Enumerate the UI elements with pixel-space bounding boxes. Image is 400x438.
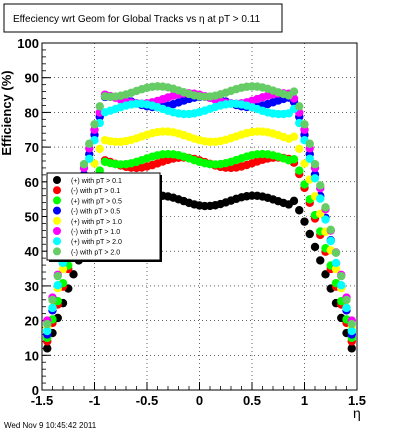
data-point xyxy=(305,229,314,239)
data-point xyxy=(347,344,356,353)
y-tick-label: 100 xyxy=(17,36,39,51)
legend-marker xyxy=(53,216,61,225)
data-point xyxy=(321,270,330,279)
data-point xyxy=(321,203,330,212)
data-point xyxy=(305,139,314,148)
data-point xyxy=(95,144,104,153)
y-tick-label: 80 xyxy=(25,105,39,120)
data-point xyxy=(43,344,52,353)
x-axis-label: η xyxy=(353,405,361,421)
data-point xyxy=(331,248,341,257)
data-point xyxy=(326,225,335,235)
legend-entry-label: (+) with pT > 0.1 xyxy=(71,178,122,185)
data-point xyxy=(295,206,304,215)
chart-title: Effeciency wrt Geom for Global Tracks vs… xyxy=(13,14,260,25)
data-point xyxy=(310,174,320,183)
y-axis-label: Efficiency (%) xyxy=(0,70,14,155)
legend-entry-label: (+) with pT > 0.5 xyxy=(71,198,122,205)
data-point xyxy=(53,281,62,290)
legend-entry-label: (-) with pT > 1.0 xyxy=(71,229,120,236)
data-point xyxy=(289,87,299,96)
legend-box xyxy=(46,172,161,261)
y-tick-label: 50 xyxy=(25,210,39,225)
data-point xyxy=(342,303,351,313)
footer-timestamp: Wed Nov 9 10:45:42 2011 xyxy=(4,421,97,430)
data-point xyxy=(43,319,52,329)
data-point xyxy=(331,264,341,274)
legend-entry-label: (+) with pT > 2.0 xyxy=(71,239,122,246)
data-point xyxy=(337,281,346,290)
legend-marker xyxy=(53,176,61,184)
data-point xyxy=(300,217,309,226)
x-tick-label: 0 xyxy=(196,393,203,408)
data-point xyxy=(295,166,304,175)
legend-marker xyxy=(53,206,61,215)
data-point xyxy=(90,120,99,129)
data-point xyxy=(331,258,341,268)
x-tick-label: -0.5 xyxy=(136,393,158,408)
y-tick-label: 10 xyxy=(25,348,39,363)
data-point xyxy=(316,194,325,203)
data-point xyxy=(347,326,356,336)
data-point xyxy=(95,102,104,111)
legend-entry-label: (-) with pT > 0.5 xyxy=(71,209,120,216)
legend-entry-label: (-) with pT > 2.0 xyxy=(71,249,120,256)
y-tick-label: 90 xyxy=(25,71,39,86)
data-point xyxy=(289,132,299,141)
data-point xyxy=(295,102,304,111)
data-point xyxy=(85,154,94,163)
legend-entry-label: (-) with pT > 0.1 xyxy=(71,188,120,195)
legend-marker xyxy=(53,237,61,246)
x-tick-label: -1.5 xyxy=(31,393,53,408)
data-point xyxy=(53,271,62,281)
data-point xyxy=(300,120,309,129)
data-point xyxy=(347,319,356,329)
data-point xyxy=(58,264,68,274)
y-tick-label: 70 xyxy=(25,140,39,155)
x-tick-label: -1 xyxy=(89,393,101,408)
y-tick-label: 40 xyxy=(25,244,39,259)
x-tick-label: 1 xyxy=(301,393,308,408)
y-tick-label: 60 xyxy=(25,175,39,190)
data-point xyxy=(310,242,320,252)
data-point xyxy=(48,295,57,305)
x-tick-label: 1.5 xyxy=(348,393,366,408)
legend-entry-label: (+) with pT > 1.0 xyxy=(71,219,122,226)
data-point xyxy=(305,154,314,163)
data-point xyxy=(85,139,94,148)
data-point xyxy=(289,196,299,206)
x-tick-label: 0.5 xyxy=(243,393,261,408)
data-point xyxy=(316,256,325,265)
legend-marker xyxy=(53,247,61,256)
title-box xyxy=(3,3,283,33)
data-point xyxy=(342,295,351,305)
data-point xyxy=(326,236,335,246)
data-point xyxy=(289,155,299,164)
data-point xyxy=(316,181,325,190)
data-point xyxy=(69,270,78,279)
data-point xyxy=(300,180,309,189)
y-tick-label: 30 xyxy=(25,279,39,294)
legend-marker xyxy=(53,186,61,195)
axes: -1.5 -1 -0.5 0 0.5 1 1.5 0 10 20 30 40 50 60 70 80 90 100 xyxy=(17,36,366,408)
legend-marker xyxy=(53,227,61,235)
data-point xyxy=(321,215,330,224)
legend-marker xyxy=(53,196,61,205)
y-tick-label: 0 xyxy=(32,383,39,398)
data-point xyxy=(43,326,52,336)
data-point xyxy=(48,303,57,313)
legend: (+) with pT > 0.1 (-) with pT > 0.1 (+) wi… xyxy=(46,172,162,262)
data-point xyxy=(310,160,320,169)
data-point xyxy=(337,271,346,281)
data-point xyxy=(295,144,304,153)
data-point xyxy=(79,160,89,169)
y-tick-label: 20 xyxy=(25,314,39,329)
